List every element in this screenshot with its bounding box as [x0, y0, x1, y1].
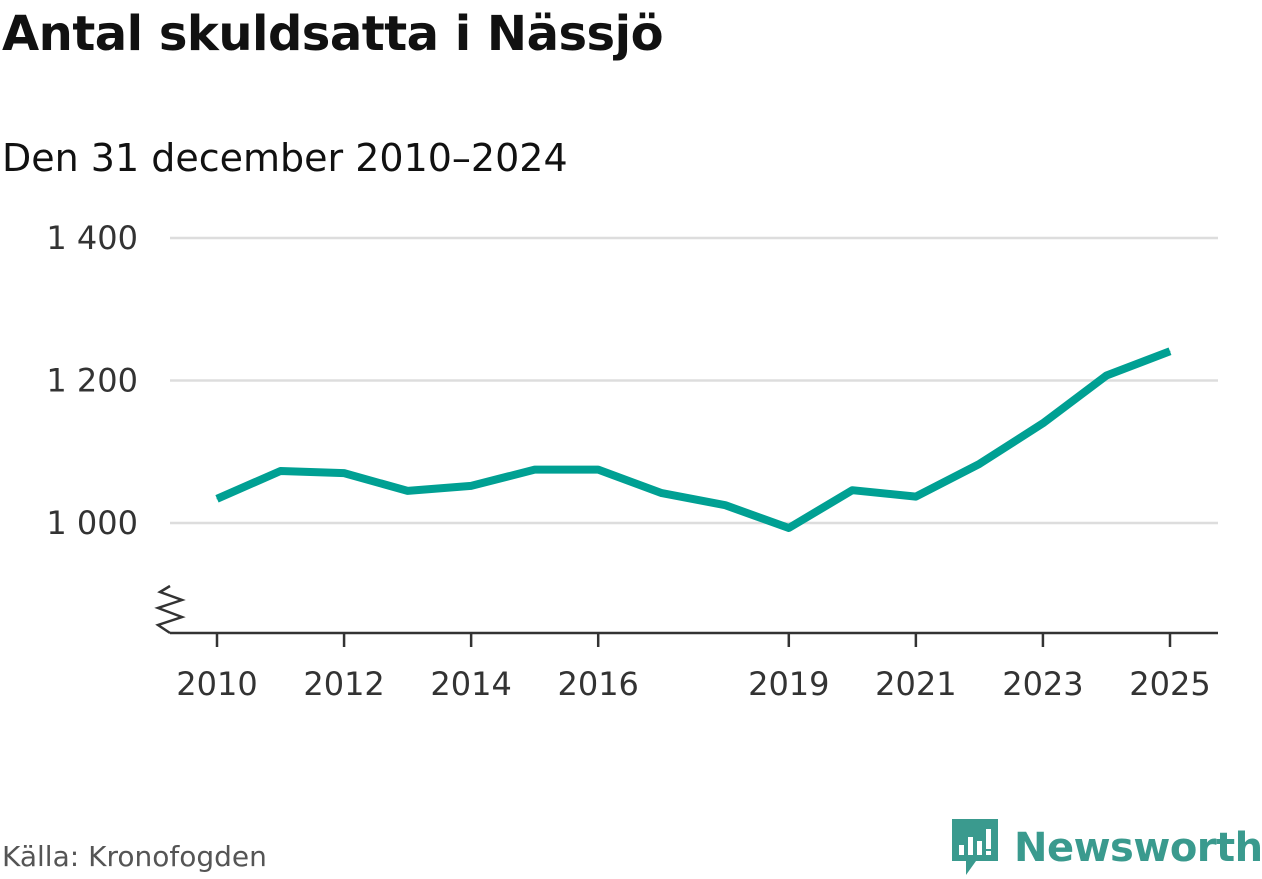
- x-axis: [154, 584, 1218, 635]
- data-point: [280, 470, 282, 472]
- chart-title: Antal skuldsatta i Nässjö: [2, 6, 664, 62]
- x-ticks: 2010 2012 2014 2016 2019 2021 2023 2025: [176, 633, 1211, 703]
- data-point: [343, 472, 345, 474]
- chart-subtitle: Den 31 december 2010–2024: [2, 136, 568, 180]
- axis-break-icon: [154, 584, 186, 635]
- data-point: [407, 490, 409, 492]
- data-point: [597, 469, 599, 471]
- newsworthy-logo-icon: [952, 819, 998, 875]
- x-tick-label: 2023: [1002, 665, 1083, 703]
- data-point: [1169, 350, 1171, 352]
- data-point: [851, 489, 853, 491]
- x-tick-label: 2021: [875, 665, 956, 703]
- data-point: [661, 492, 663, 494]
- data-point: [724, 504, 726, 506]
- x-tick-label: 2016: [557, 665, 638, 703]
- data-point: [470, 485, 472, 487]
- grid-lines: [170, 236, 1218, 525]
- data-point: [1042, 422, 1044, 424]
- x-tick-label: 2025: [1129, 665, 1210, 703]
- y-tick-labels: 1 000 1 200 1 400: [46, 219, 138, 542]
- data-point: [216, 498, 218, 500]
- brand-logo: Newsworthy: [950, 818, 1262, 878]
- series: [215, 347, 1172, 532]
- source-note: Källa: Kronofogden: [2, 840, 267, 873]
- x-tick-label: 2019: [748, 665, 829, 703]
- x-tick-label: 2012: [303, 665, 384, 703]
- data-point: [978, 463, 980, 465]
- y-tick-label: 1 200: [46, 362, 138, 400]
- brand-name: Newsworthy: [1014, 825, 1262, 871]
- data-point: [788, 527, 790, 529]
- y-tick-label: 1 400: [46, 219, 138, 257]
- data-point: [534, 469, 536, 471]
- x-tick-label: 2010: [176, 665, 257, 703]
- data-point: [915, 496, 917, 498]
- y-tick-label: 1 000: [46, 504, 138, 542]
- x-tick-label: 2014: [430, 665, 511, 703]
- series-line: [215, 347, 1172, 532]
- data-point: [1105, 375, 1107, 377]
